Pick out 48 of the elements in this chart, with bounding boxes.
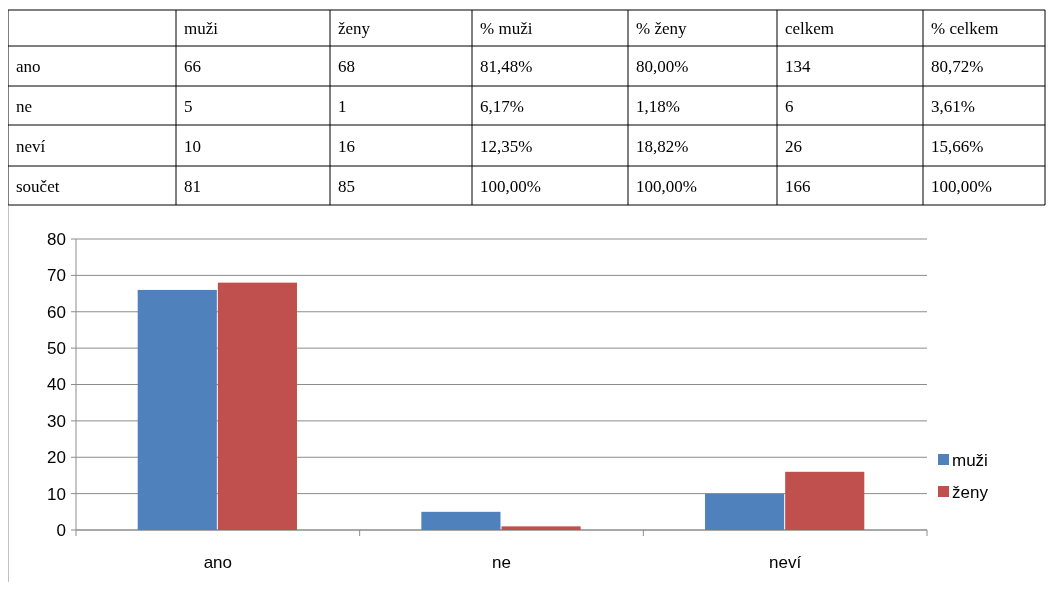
y-tick-label: 40 (47, 375, 66, 395)
text: 1,18% (636, 96, 680, 116)
y-tick-label: 60 (47, 302, 66, 322)
category-label: součet (16, 176, 60, 196)
x-tick-label: ne (492, 553, 511, 572)
text: 16 (338, 136, 355, 156)
text: 80,00% (636, 57, 689, 76)
y-tick-label: 70 (47, 266, 66, 286)
text: 85 (338, 176, 355, 196)
legend-label: ženy (952, 482, 989, 502)
y-tick-label: 30 (47, 411, 66, 431)
category-label: % ženy (636, 19, 687, 38)
x-tick-label: neví (769, 553, 802, 572)
category-label: % muži (480, 19, 533, 38)
text: 66 (184, 57, 201, 76)
category-label: % celkem (931, 19, 999, 38)
text: 166 (785, 176, 811, 196)
text: 81 (184, 176, 201, 196)
text: 100,00% (636, 176, 697, 196)
y-tick-label: 20 (47, 448, 66, 468)
category-label: muži (184, 19, 219, 38)
text: 100,00% (931, 176, 992, 196)
y-tick-label: 80 (47, 229, 66, 249)
text: 1 (338, 96, 347, 116)
text: 6,17% (480, 96, 524, 116)
text: 134 (785, 57, 811, 76)
x-tick-label: ano (203, 553, 233, 572)
category-label: ženy (338, 19, 371, 38)
text: 26 (785, 136, 802, 156)
y-tick-label: 10 (47, 484, 66, 504)
category-label: neví (16, 136, 46, 156)
text: 100,00% (480, 176, 541, 196)
text: 18,82% (636, 136, 689, 156)
text: 80,72% (931, 57, 984, 76)
category-label: ano (16, 57, 41, 76)
category-label: celkem (785, 19, 835, 38)
text: 5 (184, 96, 193, 116)
category-label: ne (16, 96, 33, 116)
text: 10 (184, 136, 201, 156)
text: 3,61% (931, 96, 975, 116)
text: 6 (785, 96, 794, 116)
text: 81,48% (480, 57, 533, 76)
text: 12,35% (480, 136, 533, 156)
y-tick-label: 0 (56, 520, 66, 540)
text: 68 (338, 57, 355, 76)
text: 15,66% (931, 136, 984, 156)
legend-label: muži (952, 450, 988, 470)
y-tick-label: 50 (47, 339, 66, 359)
